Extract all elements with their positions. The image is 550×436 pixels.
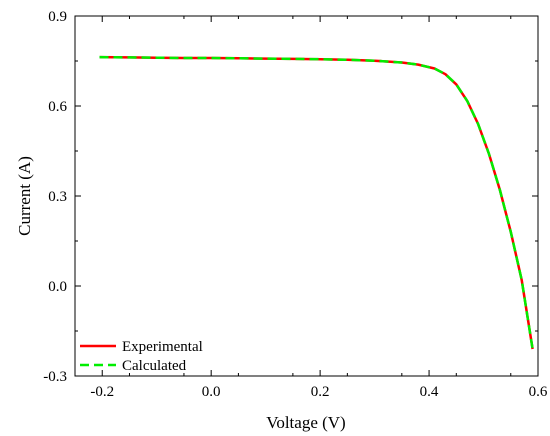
x-tick-label: 0.4 — [420, 384, 439, 400]
legend-label: Calculated — [122, 358, 187, 374]
x-tick-label: 0.2 — [311, 384, 330, 400]
y-tick-label: 0.6 — [48, 99, 67, 115]
y-tick-label: 0.3 — [48, 189, 67, 205]
x-axis-ticks: -0.2 0.0 0.2 0.4 0.6 — [74, 16, 548, 400]
x-tick-label: 0.6 — [529, 384, 548, 400]
y-axis-ticks: -0.3 0.0 0.3 0.6 0.9 — [43, 9, 538, 385]
series-layer — [99, 55, 534, 350]
x-axis-title: Voltage (V) — [266, 413, 345, 432]
series-line-calculated — [99, 55, 534, 350]
y-tick-label: 0.0 — [48, 279, 67, 295]
x-tick-label: 0.0 — [202, 384, 221, 400]
x-tick-label: -0.2 — [90, 384, 114, 400]
y-tick-label: 0.9 — [48, 9, 67, 25]
plot-frame — [74, 15, 539, 377]
y-axis-title: Current (A) — [15, 156, 34, 236]
legend-label: Experimental — [122, 339, 203, 355]
legend: Experimental Calculated — [80, 339, 203, 374]
y-tick-label: -0.3 — [43, 369, 67, 385]
